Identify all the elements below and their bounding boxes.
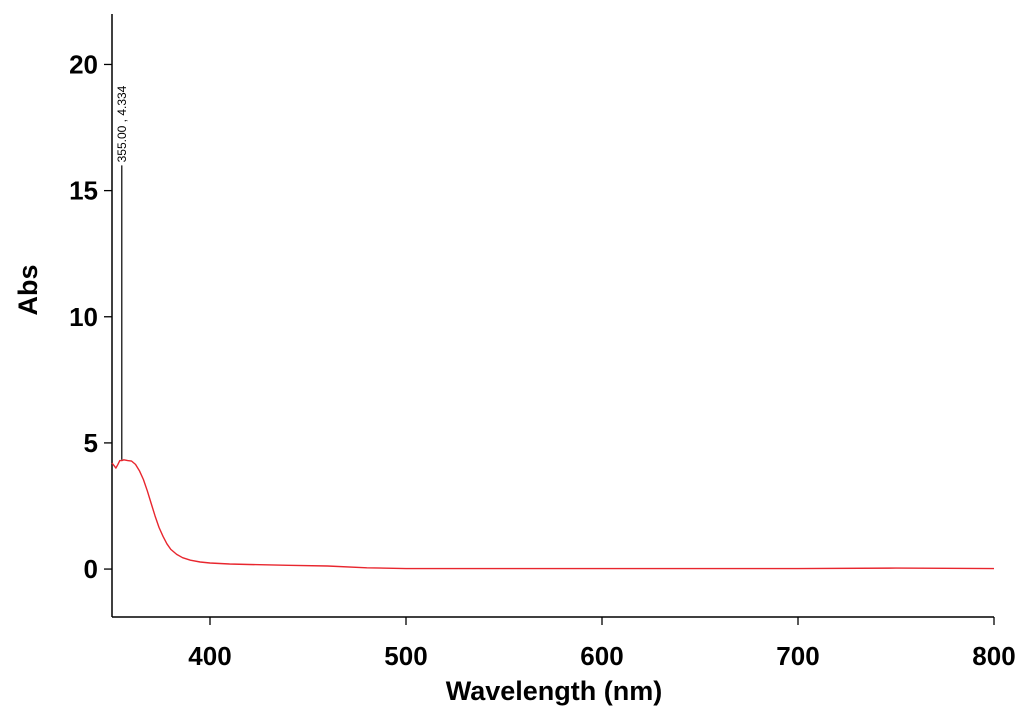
annotations: 355.00 , 4.334	[115, 85, 129, 460]
y-tick-label: 0	[84, 554, 98, 584]
x-tick-label: 500	[384, 641, 427, 671]
axes	[111, 14, 994, 618]
x-axis-label: Wavelength (nm)	[446, 676, 663, 706]
series-line-0	[111, 459, 995, 570]
x-tick-label: 800	[972, 641, 1015, 671]
peak-annotation: 355.00 , 4.334	[115, 85, 129, 162]
y-tick-label: 10	[69, 302, 98, 332]
y-axis-label: Abs	[13, 264, 43, 315]
x-tick-label: 600	[580, 641, 623, 671]
data-marks	[111, 459, 995, 570]
x-tick-label: 400	[188, 641, 231, 671]
y-tick-label: 20	[69, 49, 98, 79]
x-tick-label: 700	[776, 641, 819, 671]
ticks: 400 500 600 700 800 0 5 10 15 20	[69, 49, 1016, 671]
y-tick-label: 5	[84, 428, 98, 458]
y-tick-label: 15	[69, 176, 98, 206]
